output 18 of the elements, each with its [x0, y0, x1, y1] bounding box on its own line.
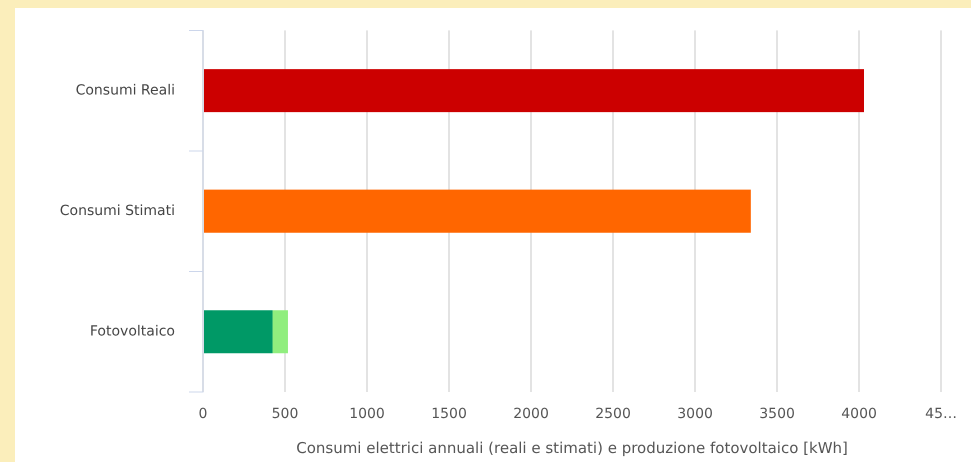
x-tick-label: 0 [198, 406, 208, 422]
y-tick-label: Consumi Reali [76, 82, 175, 98]
x-tick-label: 500 [272, 406, 298, 422]
bar [204, 310, 273, 354]
x-tick-label: 1500 [431, 406, 467, 422]
y-tick-label: Consumi Stimati [60, 202, 175, 219]
x-tick-label: 4000 [841, 406, 877, 422]
x-tick-label: 3500 [759, 406, 795, 422]
x-axis-title: Consumi elettrici annuali (reali e stimati) e produzione fotovoltaico [kWh] [296, 438, 848, 457]
bar [204, 69, 864, 112]
x-tick-label: 2000 [513, 406, 549, 422]
x-tick-label: 2500 [595, 406, 631, 422]
x-tick-label: 1000 [349, 406, 385, 422]
bar [272, 310, 288, 354]
bar [204, 190, 751, 233]
x-tick-label: 3000 [677, 406, 713, 422]
y-tick-label: Fotovoltaico [90, 323, 175, 340]
x-tick-label: 45… [925, 406, 958, 422]
